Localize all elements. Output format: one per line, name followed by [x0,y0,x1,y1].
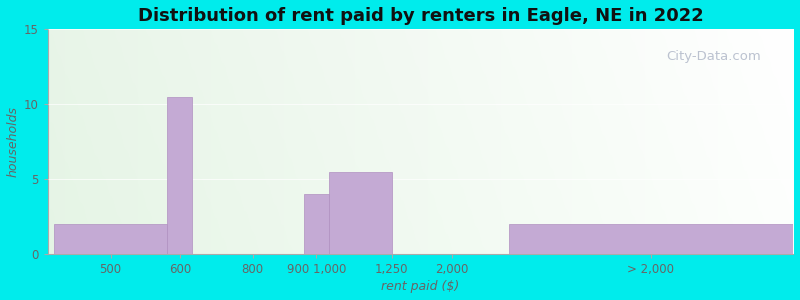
X-axis label: rent paid ($): rent paid ($) [382,280,460,293]
Bar [54,224,167,254]
Title: Distribution of rent paid by renters in Eagle, NE in 2022: Distribution of rent paid by renters in … [138,7,703,25]
Text: City-Data.com: City-Data.com [666,50,761,63]
Y-axis label: households: households [7,106,20,177]
Bar [329,172,391,254]
Bar [167,97,193,254]
Bar [509,224,793,254]
Bar [304,194,329,254]
